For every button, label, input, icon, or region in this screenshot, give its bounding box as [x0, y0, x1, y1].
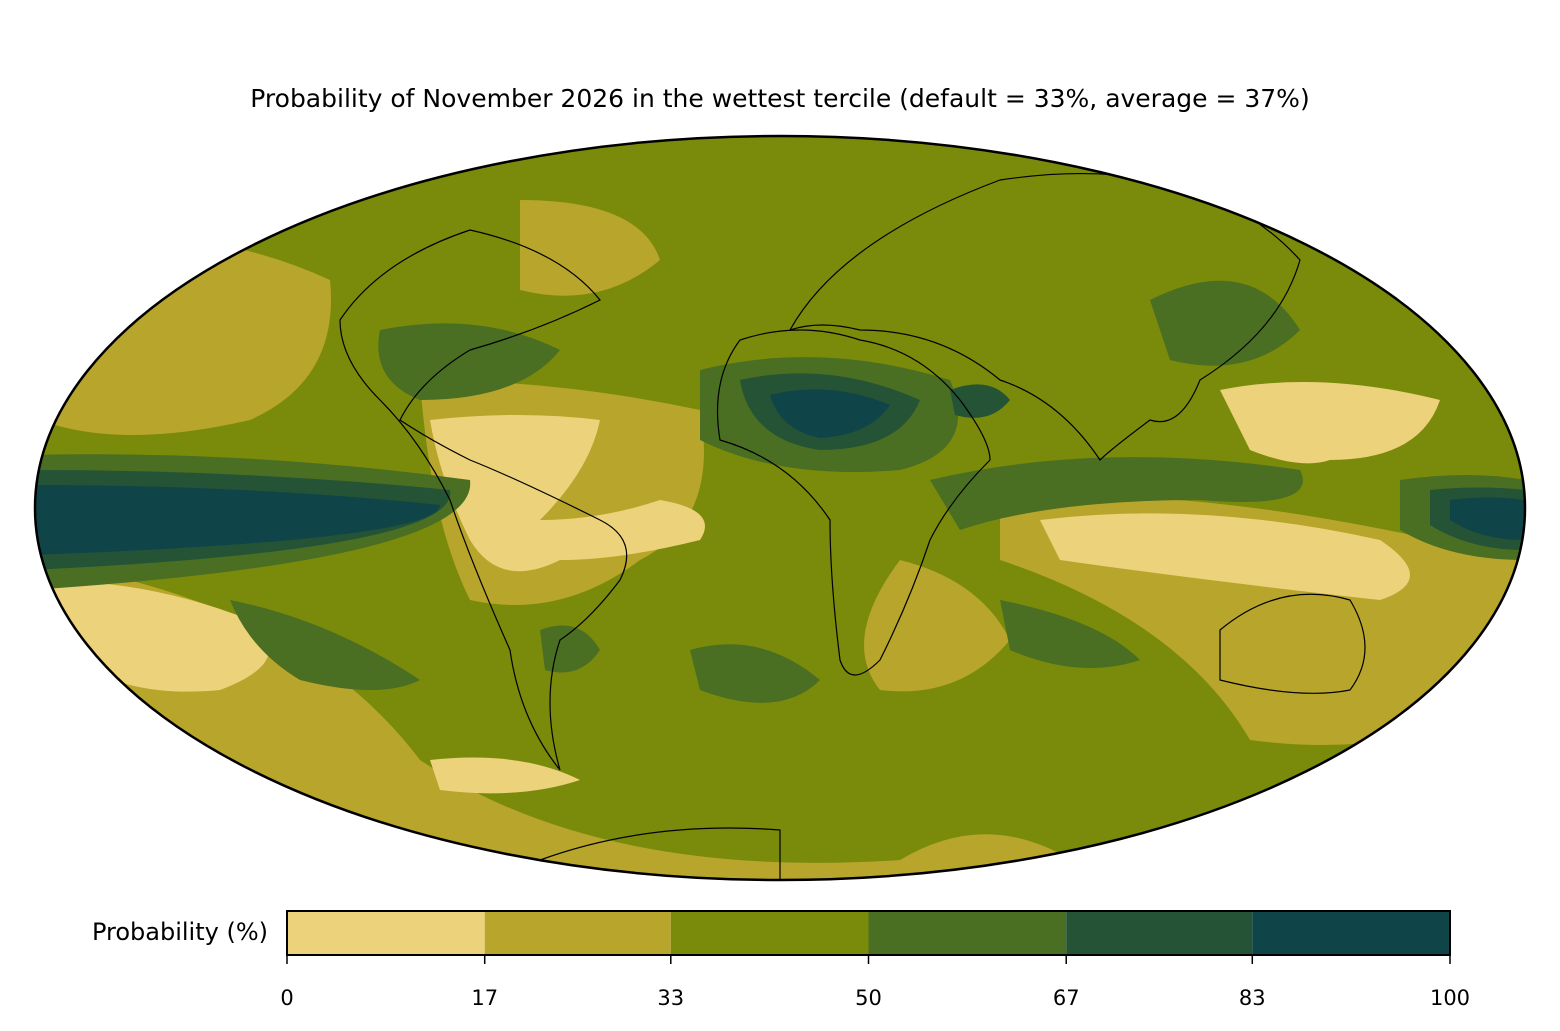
colorbar: 0 17 33 50 67 83 100	[280, 911, 1470, 1010]
map-title: Probability of November 2026 in the wett…	[250, 84, 1309, 113]
colorbar-label: Probability (%)	[92, 918, 268, 946]
colorbar-tick-label: 0	[280, 986, 293, 1010]
colorbar-tick-label: 33	[657, 986, 684, 1010]
colorbar-frame	[286, 910, 1451, 956]
colorbar-tick-label: 100	[1430, 986, 1470, 1010]
globe-outline	[33, 134, 1527, 882]
colorbar-tick-label: 83	[1239, 986, 1266, 1010]
field-region	[770, 389, 890, 438]
field-region	[430, 415, 705, 572]
field-region	[690, 644, 820, 703]
colorbar-segment	[484, 911, 671, 955]
field-region	[1000, 600, 1140, 668]
colorbar-segment	[287, 911, 485, 955]
coastline	[539, 827, 781, 880]
map-field	[35, 136, 1525, 880]
field-region	[430, 757, 580, 794]
coastline	[788, 172, 1301, 461]
field-region	[230, 600, 420, 690]
field-region	[1220, 382, 1440, 464]
field-region	[35, 485, 440, 555]
field-region	[540, 625, 600, 673]
colorbar-segment	[670, 911, 869, 955]
colorbar-tick-label: 50	[855, 986, 882, 1010]
coastline	[1219, 593, 1366, 694]
colorbar-segment	[1066, 911, 1253, 955]
field-region	[1450, 497, 1525, 540]
field-region	[1040, 513, 1410, 600]
field-region	[1218, 618, 1370, 692]
field-region	[378, 323, 560, 400]
colorbar-segment	[868, 911, 1067, 955]
field-region	[864, 560, 1010, 692]
field-region	[520, 200, 660, 296]
colorbar-tick-label: 17	[471, 986, 498, 1010]
field-region	[930, 457, 1303, 530]
colorbar-tick-label: 67	[1053, 986, 1080, 1010]
field-region	[950, 384, 1010, 418]
coastline	[339, 229, 628, 771]
colorbar-segment	[1252, 911, 1450, 955]
coastline	[716, 329, 991, 676]
field-region	[1150, 280, 1300, 366]
